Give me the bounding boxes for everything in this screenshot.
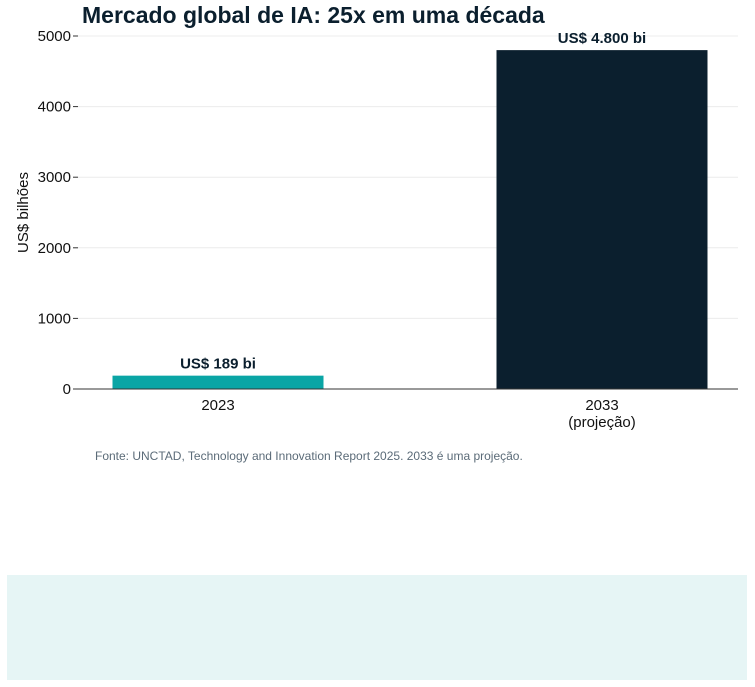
bar [496,50,708,390]
bar [112,375,324,389]
y-tick-label: 1000 [38,310,71,327]
source-note: Fonte: UNCTAD, Technology and Innovation… [95,449,523,463]
labels: 0 1000 2000 3000 4000 5000 US$ 189 bi US$ 4.800… [15,28,646,431]
data-label: US$ 4.800 bi [558,30,646,47]
y-tick-label: 4000 [38,99,71,116]
x-tick-label: 2033 (projeção) [568,397,636,431]
footer-panel [7,575,747,680]
chart-title: Mercado global de IA: 25x em uma década [82,2,545,28]
y-tick-label: 5000 [38,28,71,45]
bar-chart: 0 1000 2000 3000 4000 5000 US$ 189 bi US$ 4.800… [15,28,738,431]
axes [73,35,738,390]
x-tick-label: 2023 [201,397,234,414]
bars [112,50,708,390]
y-tick-label: 3000 [38,169,71,186]
y-tick-label: 0 [63,381,71,398]
y-axis-label: US$ bilhões [15,172,32,253]
y-tick-label: 2000 [38,240,71,257]
data-label: US$ 189 bi [180,356,256,373]
